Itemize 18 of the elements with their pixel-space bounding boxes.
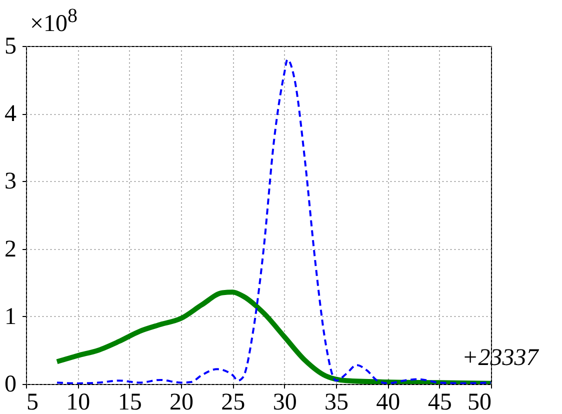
y-tick-label: 4 [4,101,16,128]
y-tick-label: 0 [4,372,16,398]
y-tick-label: 5 [4,34,16,60]
x-tick-label: 40 [376,390,400,414]
x-tick-label: 35 [324,390,348,414]
x-tick-label: 45 [428,390,452,414]
x-tick-label: 25 [221,390,246,414]
x-tick-label: 30 [272,390,297,414]
y-tick-label: 1 [4,304,16,330]
y-tick-label: 2 [4,236,16,262]
x-tick-label: 20 [170,390,194,414]
x-tick-label: 10 [66,390,90,414]
annotation: +23337 [462,345,538,371]
x-tick-label: 50 [468,390,492,414]
x-tick-label: 5 [26,390,38,414]
x-tick-label: 15 [118,390,142,414]
text: ×10$^{8}$ [30,5,78,37]
y-tick-label: 3 [4,168,16,195]
